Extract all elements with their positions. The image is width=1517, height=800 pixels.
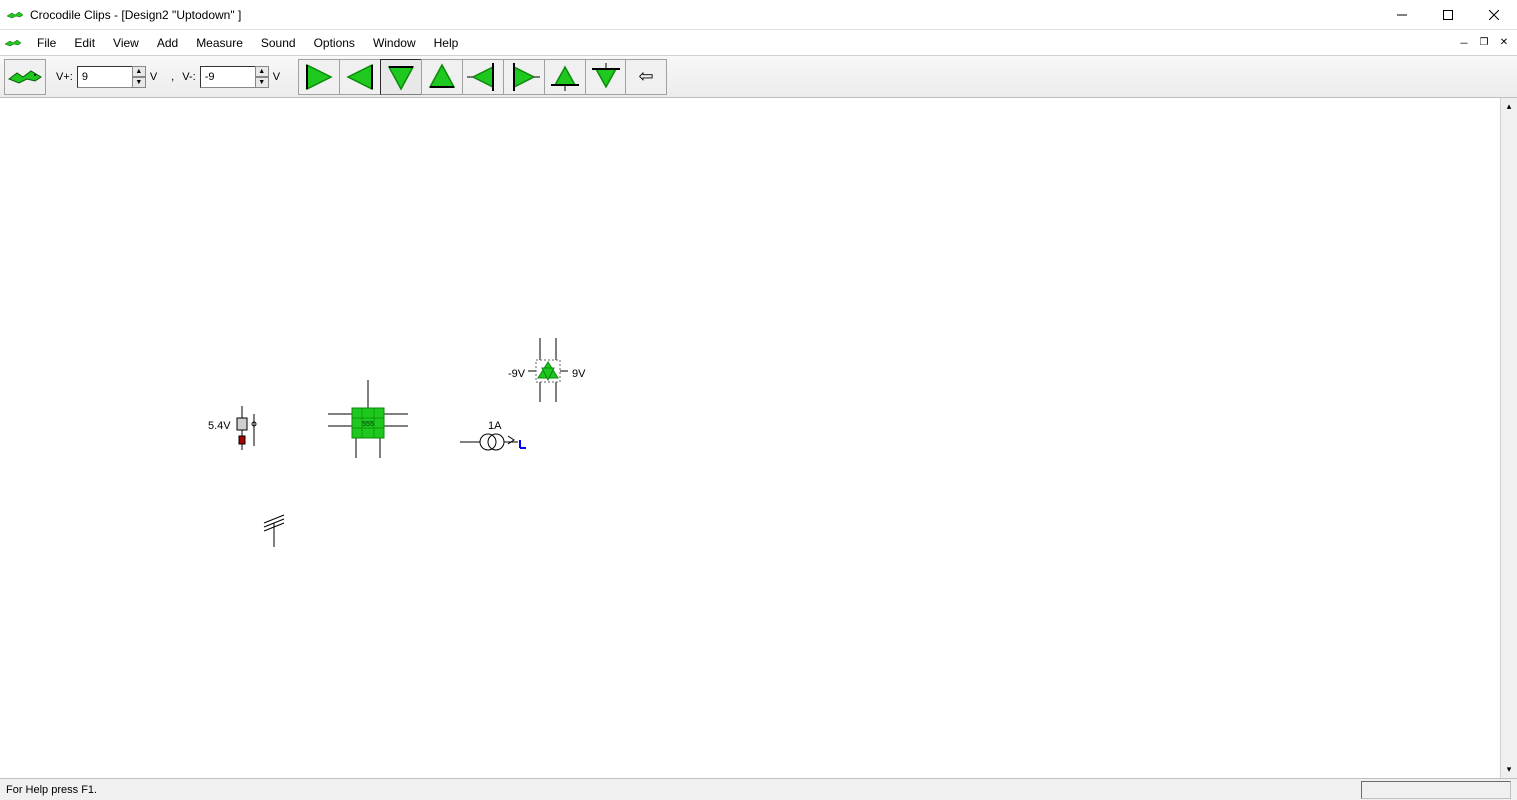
triangle-tool-up[interactable] [421,59,463,95]
separator-label: , [171,71,174,83]
triangle-tool-right-line[interactable] [503,59,545,95]
vplus-label: V+: [56,71,73,83]
mdi-controls: － ❐ ✕ [1453,35,1517,51]
menu-measure[interactable]: Measure [187,32,252,54]
mdi-restore-button[interactable]: ❐ [1475,35,1493,51]
vplus-group: V+: ▲ ▼ V [52,66,161,88]
maximize-button[interactable] [1425,0,1471,29]
minimize-button[interactable] [1379,0,1425,29]
antenna-component[interactable] [260,513,290,550]
menu-view[interactable]: View [104,32,148,54]
vminus-label: V-: [182,71,195,83]
vminus-down-button[interactable]: ▼ [255,77,269,88]
menu-window[interactable]: Window [364,32,425,54]
status-text: For Help press F1. [6,784,1357,796]
menu-help[interactable]: Help [425,32,468,54]
mdi-minimize-button[interactable]: － [1455,35,1473,51]
triangle-tool-group [298,59,626,95]
statusbar: For Help press F1. [0,778,1517,800]
vminus-unit: V [273,71,280,83]
status-pane [1361,781,1511,799]
vminus-input[interactable] [200,66,256,88]
triangle-tool-left-line[interactable] [462,59,504,95]
menu-options[interactable]: Options [305,32,364,54]
vplus-down-button[interactable]: ▼ [132,77,146,88]
vplus-input[interactable] [77,66,133,88]
vminus-up-button[interactable]: ▲ [255,66,269,77]
scroll-track[interactable] [1501,115,1517,761]
menu-edit[interactable]: Edit [65,32,104,54]
menu-file[interactable]: File [28,32,65,54]
toolbar-logo[interactable] [4,59,46,95]
triangle-tool-down-line[interactable] [585,59,627,95]
chip-555-component[interactable]: 555 [328,380,408,461]
mdi-close-button[interactable]: ✕ [1495,35,1513,51]
vplus-up-button[interactable]: ▲ [132,66,146,77]
scroll-up-button[interactable]: ▴ [1501,98,1517,115]
triangle-tool-left[interactable] [339,59,381,95]
window-controls [1379,0,1517,29]
triangle-tool-right[interactable] [298,59,340,95]
vplus-spinner: ▲ ▼ [132,66,146,88]
doc-icon [4,34,22,52]
window-title: Crocodile Clips - [Design2 "Uptodown" ] [30,8,1379,22]
vertical-scrollbar[interactable]: ▴ ▾ [1500,98,1517,778]
vplus-unit: V [150,71,157,83]
triangle-tool-down[interactable] [380,59,422,95]
scroll-down-button[interactable]: ▾ [1501,761,1517,778]
close-button[interactable] [1471,0,1517,29]
vminus-group: V-: ▲ ▼ V [178,66,284,88]
canvas[interactable]: 5.4V 555 [0,98,1517,778]
menu-add[interactable]: Add [148,32,187,54]
toolbar: V+: ▲ ▼ V , V-: ▲ ▼ V ⇦ [0,56,1517,98]
titlebar: Crocodile Clips - [Design2 "Uptodown" ] [0,0,1517,30]
svg-text:555: 555 [362,421,374,428]
current-source-label: 1A [488,420,501,432]
back-arrow-button[interactable]: ⇦ [625,59,667,95]
back-arrow-icon: ⇦ [638,66,653,87]
menubar: FileEditViewAddMeasureSoundOptionsWindow… [0,30,1517,56]
voltage-source-label: 5.4V [208,420,231,432]
vminus-spinner: ▲ ▼ [255,66,269,88]
menu-sound[interactable]: Sound [252,32,305,54]
triangle-tool-up-line[interactable] [544,59,586,95]
app-icon [6,6,24,24]
